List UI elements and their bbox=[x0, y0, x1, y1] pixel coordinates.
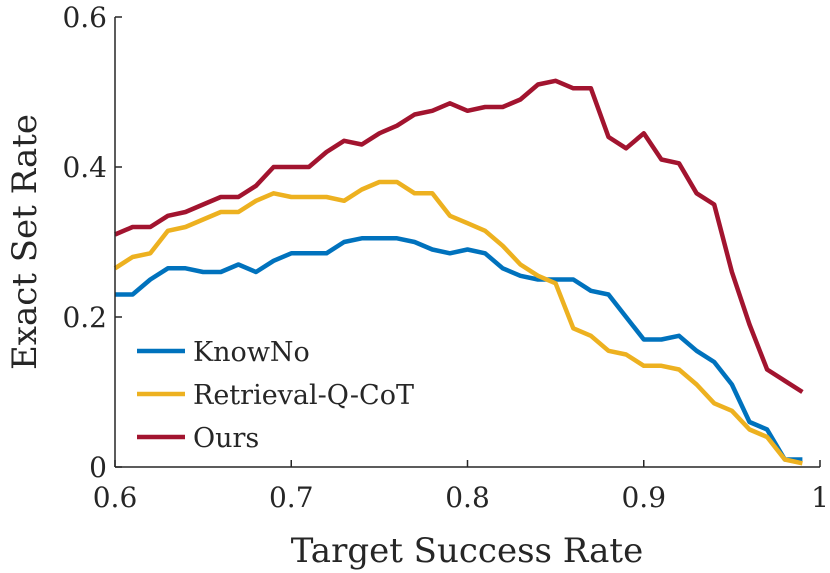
x-tick-label: 0.6 bbox=[93, 481, 138, 514]
x-tick-label: 0.9 bbox=[621, 481, 666, 514]
y-axis-label: Exact Set Rate bbox=[5, 114, 45, 370]
y-tick-label: 0 bbox=[89, 451, 107, 484]
series-line-retrieval-q-cot bbox=[113, 179, 803, 466]
series-line-knowno bbox=[115, 236, 803, 462]
tick-layer: 0.6 0.7 0.8 0.9 1 0 0.2 0.4 0.6 bbox=[62, 1, 828, 514]
series-line-ours bbox=[114, 78, 804, 394]
y-tick-label: 0.6 bbox=[62, 1, 107, 34]
legend-label-retrieval-q-cot: Retrieval-Q-CoT bbox=[193, 380, 414, 411]
series-layer bbox=[113, 78, 804, 466]
y-tick-label: 0.4 bbox=[62, 151, 107, 184]
x-tick-label: 0.8 bbox=[445, 481, 490, 514]
legend: KnowNo Retrieval-Q-CoT Ours bbox=[137, 337, 414, 454]
x-tick-label: 1 bbox=[811, 481, 829, 514]
x-axis-label: Target Success Rate bbox=[291, 531, 643, 571]
x-tick-label: 0.7 bbox=[269, 481, 314, 514]
y-tick-label: 0.2 bbox=[62, 301, 107, 334]
legend-label-ours: Ours bbox=[193, 423, 259, 454]
legend-label-knowno: KnowNo bbox=[193, 337, 310, 368]
